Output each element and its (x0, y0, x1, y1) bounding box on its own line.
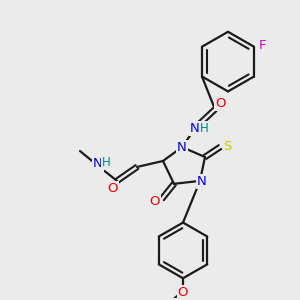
Text: O: O (108, 182, 118, 195)
Text: N: N (197, 176, 207, 188)
Text: N: N (177, 141, 187, 154)
Text: F: F (259, 39, 267, 52)
Text: O: O (215, 97, 225, 110)
Text: O: O (150, 195, 160, 208)
Text: N: N (93, 158, 103, 170)
Text: H: H (102, 157, 110, 169)
Text: O: O (178, 286, 188, 299)
Text: N: N (190, 122, 200, 135)
Text: S: S (223, 140, 231, 153)
Text: H: H (200, 122, 208, 135)
